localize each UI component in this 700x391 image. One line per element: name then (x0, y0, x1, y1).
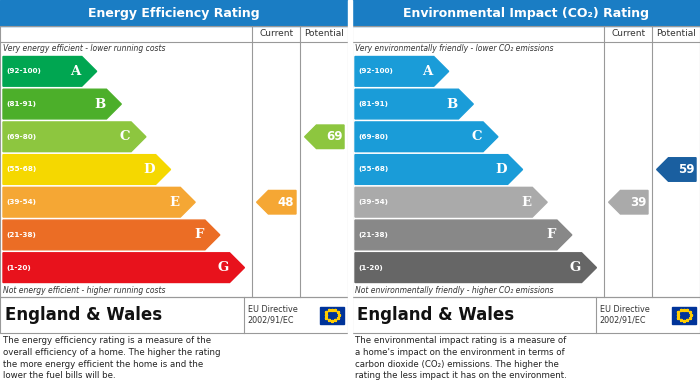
Text: C: C (472, 130, 482, 143)
Text: England & Wales: England & Wales (5, 306, 162, 324)
Polygon shape (657, 158, 696, 181)
Text: (1-20): (1-20) (6, 265, 31, 271)
Text: (55-68): (55-68) (6, 167, 36, 172)
Text: A: A (423, 65, 433, 78)
Text: 39: 39 (630, 196, 646, 209)
Polygon shape (3, 57, 97, 86)
Polygon shape (3, 89, 121, 119)
Text: E: E (522, 196, 531, 209)
Text: England & Wales: England & Wales (357, 306, 514, 324)
Text: (1-20): (1-20) (358, 265, 383, 271)
Bar (320, 307, 344, 323)
Text: The environmental impact rating is a measure of
a home's impact on the environme: The environmental impact rating is a mea… (355, 336, 567, 380)
Polygon shape (355, 122, 498, 152)
Bar (352, 0, 700, 26)
Polygon shape (355, 57, 449, 86)
Text: Potential: Potential (304, 29, 344, 38)
Text: (92-100): (92-100) (6, 68, 41, 74)
Polygon shape (3, 187, 195, 217)
Polygon shape (257, 190, 296, 214)
Text: G: G (569, 261, 580, 274)
Text: (39-54): (39-54) (358, 199, 388, 205)
Bar (0, 26, 348, 297)
Text: The energy efficiency rating is a measure of the
overall efficiency of a home. T: The energy efficiency rating is a measur… (3, 336, 220, 380)
Text: Very environmentally friendly - lower CO₂ emissions: Very environmentally friendly - lower CO… (355, 44, 554, 53)
Text: (21-38): (21-38) (358, 232, 388, 238)
Polygon shape (355, 220, 572, 250)
Text: Environmental Impact (CO₂) Rating: Environmental Impact (CO₂) Rating (403, 7, 649, 20)
Text: (92-100): (92-100) (358, 68, 393, 74)
Text: Energy Efficiency Rating: Energy Efficiency Rating (88, 7, 260, 20)
Text: F: F (195, 228, 204, 241)
Text: EU Directive
2002/91/EC: EU Directive 2002/91/EC (600, 305, 650, 325)
Text: (55-68): (55-68) (358, 167, 388, 172)
Text: 69: 69 (326, 130, 342, 143)
Text: 59: 59 (678, 163, 694, 176)
Polygon shape (355, 187, 547, 217)
Polygon shape (608, 190, 648, 214)
Text: A: A (71, 65, 80, 78)
Bar (0, 297, 348, 333)
Polygon shape (3, 122, 146, 152)
Text: (39-54): (39-54) (6, 199, 36, 205)
Text: D: D (495, 163, 507, 176)
Text: Potential: Potential (657, 29, 696, 38)
Text: E: E (169, 196, 179, 209)
Text: B: B (446, 98, 457, 111)
Text: Current: Current (611, 29, 645, 38)
Text: Current: Current (259, 29, 293, 38)
Polygon shape (304, 125, 344, 149)
Text: Not energy efficient - higher running costs: Not energy efficient - higher running co… (3, 286, 165, 295)
Bar (352, 297, 700, 333)
Text: F: F (547, 228, 556, 241)
Polygon shape (355, 89, 473, 119)
Text: C: C (120, 130, 130, 143)
Polygon shape (3, 220, 220, 250)
Text: 48: 48 (278, 196, 295, 209)
Text: B: B (94, 98, 106, 111)
Text: (69-80): (69-80) (358, 134, 388, 140)
Bar (0, 0, 348, 26)
Polygon shape (355, 253, 596, 283)
Polygon shape (3, 253, 244, 283)
Bar (348, 0, 352, 391)
Text: Not environmentally friendly - higher CO₂ emissions: Not environmentally friendly - higher CO… (355, 286, 554, 295)
Text: (81-91): (81-91) (6, 101, 36, 107)
Text: G: G (217, 261, 229, 274)
Polygon shape (3, 155, 171, 185)
Text: EU Directive
2002/91/EC: EU Directive 2002/91/EC (248, 305, 298, 325)
Text: D: D (144, 163, 155, 176)
Bar (672, 307, 696, 323)
Bar (352, 26, 700, 297)
Text: (69-80): (69-80) (6, 134, 36, 140)
Text: (81-91): (81-91) (358, 101, 388, 107)
Text: Very energy efficient - lower running costs: Very energy efficient - lower running co… (3, 44, 165, 53)
Text: (21-38): (21-38) (6, 232, 36, 238)
Polygon shape (355, 155, 523, 185)
